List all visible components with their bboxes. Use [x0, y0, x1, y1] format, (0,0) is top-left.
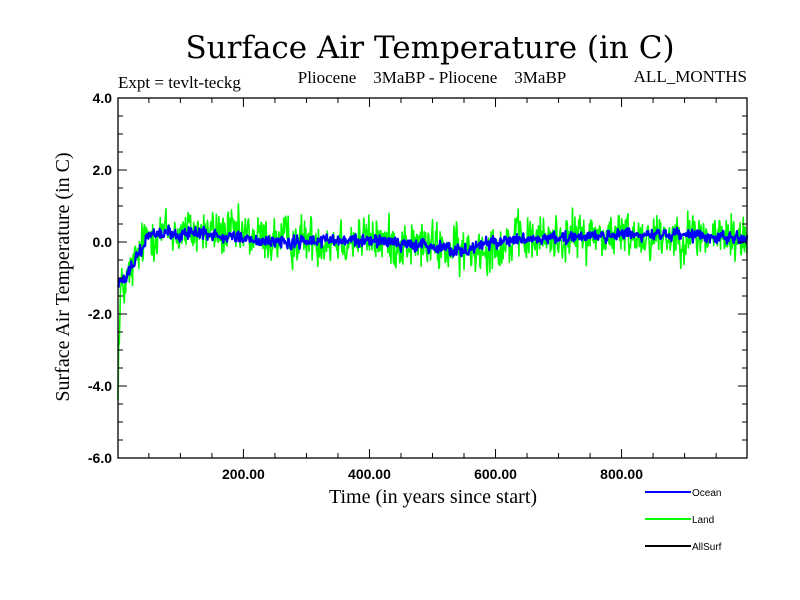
- subtitle-months: ALL_MONTHS: [634, 67, 747, 86]
- x-tick-label: 800.00: [600, 466, 643, 482]
- x-tick-label: 200.00: [222, 466, 265, 482]
- x-tick-label: 400.00: [348, 466, 391, 482]
- series-line-land: [117, 203, 748, 401]
- legend: Ocean Land AllSurf: [645, 488, 722, 553]
- y-tick-label: -6.0: [88, 450, 112, 466]
- subtitle-comparison: Pliocene 3MaBP - Pliocene 3MaBP: [298, 68, 567, 87]
- plot-frame: [117, 97, 748, 459]
- y-tick-label: -4.0: [88, 378, 112, 394]
- legend-label-allsurf: AllSurf: [692, 542, 722, 553]
- legend-label-land: Land: [692, 515, 714, 526]
- legend-label-ocean: Ocean: [692, 488, 721, 499]
- chart-title: Surface Air Temperature (in C): [185, 30, 674, 66]
- series-layer: [116, 203, 749, 401]
- y-tick-label: 2.0: [93, 162, 113, 178]
- series-line-ocean: [116, 224, 749, 288]
- tick-labels: 200.00 400.00 600.00 800.00 4.0 2.0 0.0 -2.0 -4.…: [88, 90, 643, 482]
- y-tick-label: 4.0: [93, 90, 113, 106]
- y-axis-label: Surface Air Temperature (in C): [52, 152, 74, 401]
- x-axis-label: Time (in years since start): [329, 486, 537, 508]
- y-tick-label: 0.0: [93, 234, 113, 250]
- x-tick-label: 600.00: [474, 466, 517, 482]
- subtitle-experiment: Expt = tevlt-teckg: [118, 73, 241, 92]
- y-tick-label: -2.0: [88, 306, 112, 322]
- axes-layer: [117, 97, 748, 459]
